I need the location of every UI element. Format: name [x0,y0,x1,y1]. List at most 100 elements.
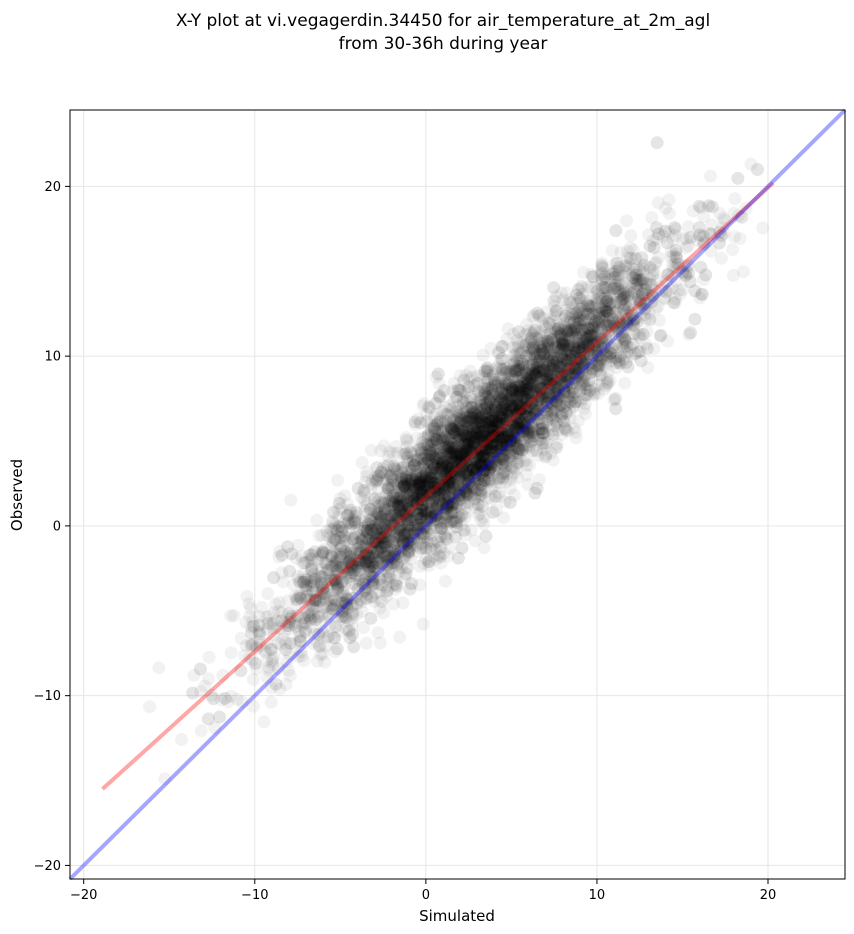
scatter-point [365,575,379,589]
scatter-point [631,293,645,307]
scatter-point [459,436,473,450]
scatter-point [257,715,271,729]
scatter-point [328,594,342,608]
scatter-point [563,311,577,325]
scatter-point [416,617,430,631]
scatter-point [476,511,490,525]
scatter-point [481,396,494,410]
scatter-point [526,347,540,361]
scatter-point [290,551,303,565]
scatter-point [565,372,579,386]
scatter-point [569,322,582,336]
scatter-point [562,331,576,345]
scatter-point [476,420,490,434]
scatter-point [633,328,647,341]
scatter-point [449,390,463,404]
scatter-point [317,590,331,604]
scatter-point [405,526,419,540]
scatter-point [437,487,451,501]
scatter-point [505,369,519,383]
scatter-point [391,556,405,570]
scatter-point [520,402,534,416]
scatter-point [441,445,455,459]
scatter-point [387,497,400,510]
scatter-point [490,414,503,428]
scatter-point [440,444,454,458]
scatter-point [399,508,413,522]
scatter-point [468,440,482,454]
scatter-point [472,384,486,398]
scatter-point [472,457,486,471]
scatter-point [426,510,440,523]
scatter-point [406,486,420,500]
scatter-point [460,406,474,419]
scatter-point [583,347,597,361]
scatter-point [460,463,474,477]
scatter-point [435,516,449,530]
scatter-point [411,412,425,426]
scatter-point [571,359,585,373]
scatter-point [627,285,641,299]
scatter-point [540,374,553,388]
scatter-point [260,637,274,651]
scatter-point [578,397,592,411]
scatter-point [449,454,463,468]
scatter-point [588,340,602,354]
scatter-point [482,382,495,395]
scatter-point [587,334,601,348]
scatter-point [559,323,573,337]
scatter-point [400,510,414,524]
scatter-point [559,286,573,300]
scatter-point [473,507,487,521]
scatter-point [545,396,559,410]
scatter-point [500,388,514,402]
scatter-point [439,574,452,588]
scatter-point [412,474,425,488]
scatter-point [478,402,492,416]
scatter-point [551,354,565,368]
scatter-point [415,471,428,485]
scatter-point [482,394,496,408]
scatter-point [394,514,408,528]
scatter-point [425,464,439,478]
scatter-point [418,472,432,486]
scatter-point [461,441,475,455]
scatter-point [550,357,564,371]
scatter-point [427,458,441,472]
scatter-point [493,448,507,461]
scatter-point [397,480,411,494]
scatter-point [607,271,621,285]
scatter-point [395,509,408,523]
scatter-point [416,518,430,532]
scatter-point [322,606,336,620]
scatter-point [379,535,393,549]
scatter-point [551,345,564,359]
scatter-point [457,446,471,460]
scatter-point [468,476,482,490]
scatter-point [559,344,572,358]
scatter-point [283,669,297,682]
scatter-point [577,348,591,362]
scatter-point [376,498,390,512]
scatter-point [596,306,610,320]
scatter-point [418,453,432,467]
scatter-point [535,342,549,356]
scatter-point [446,498,460,512]
scatter-point [329,555,342,569]
scatter-point [551,323,565,337]
scatter-point [479,473,493,487]
scatter-point [276,575,290,589]
scatter-point [576,374,589,387]
scatter-point [484,428,498,442]
scatter-point [587,290,601,304]
scatter-point [479,417,493,430]
scatter-point [384,561,397,575]
scatter-point [438,472,452,486]
scatter-point [498,435,511,449]
scatter-point [429,408,442,422]
scatter-point [482,463,496,477]
scatter-point [429,443,443,457]
scatter-point [470,438,483,452]
scatter-point [539,356,553,369]
scatter-point [429,461,442,475]
